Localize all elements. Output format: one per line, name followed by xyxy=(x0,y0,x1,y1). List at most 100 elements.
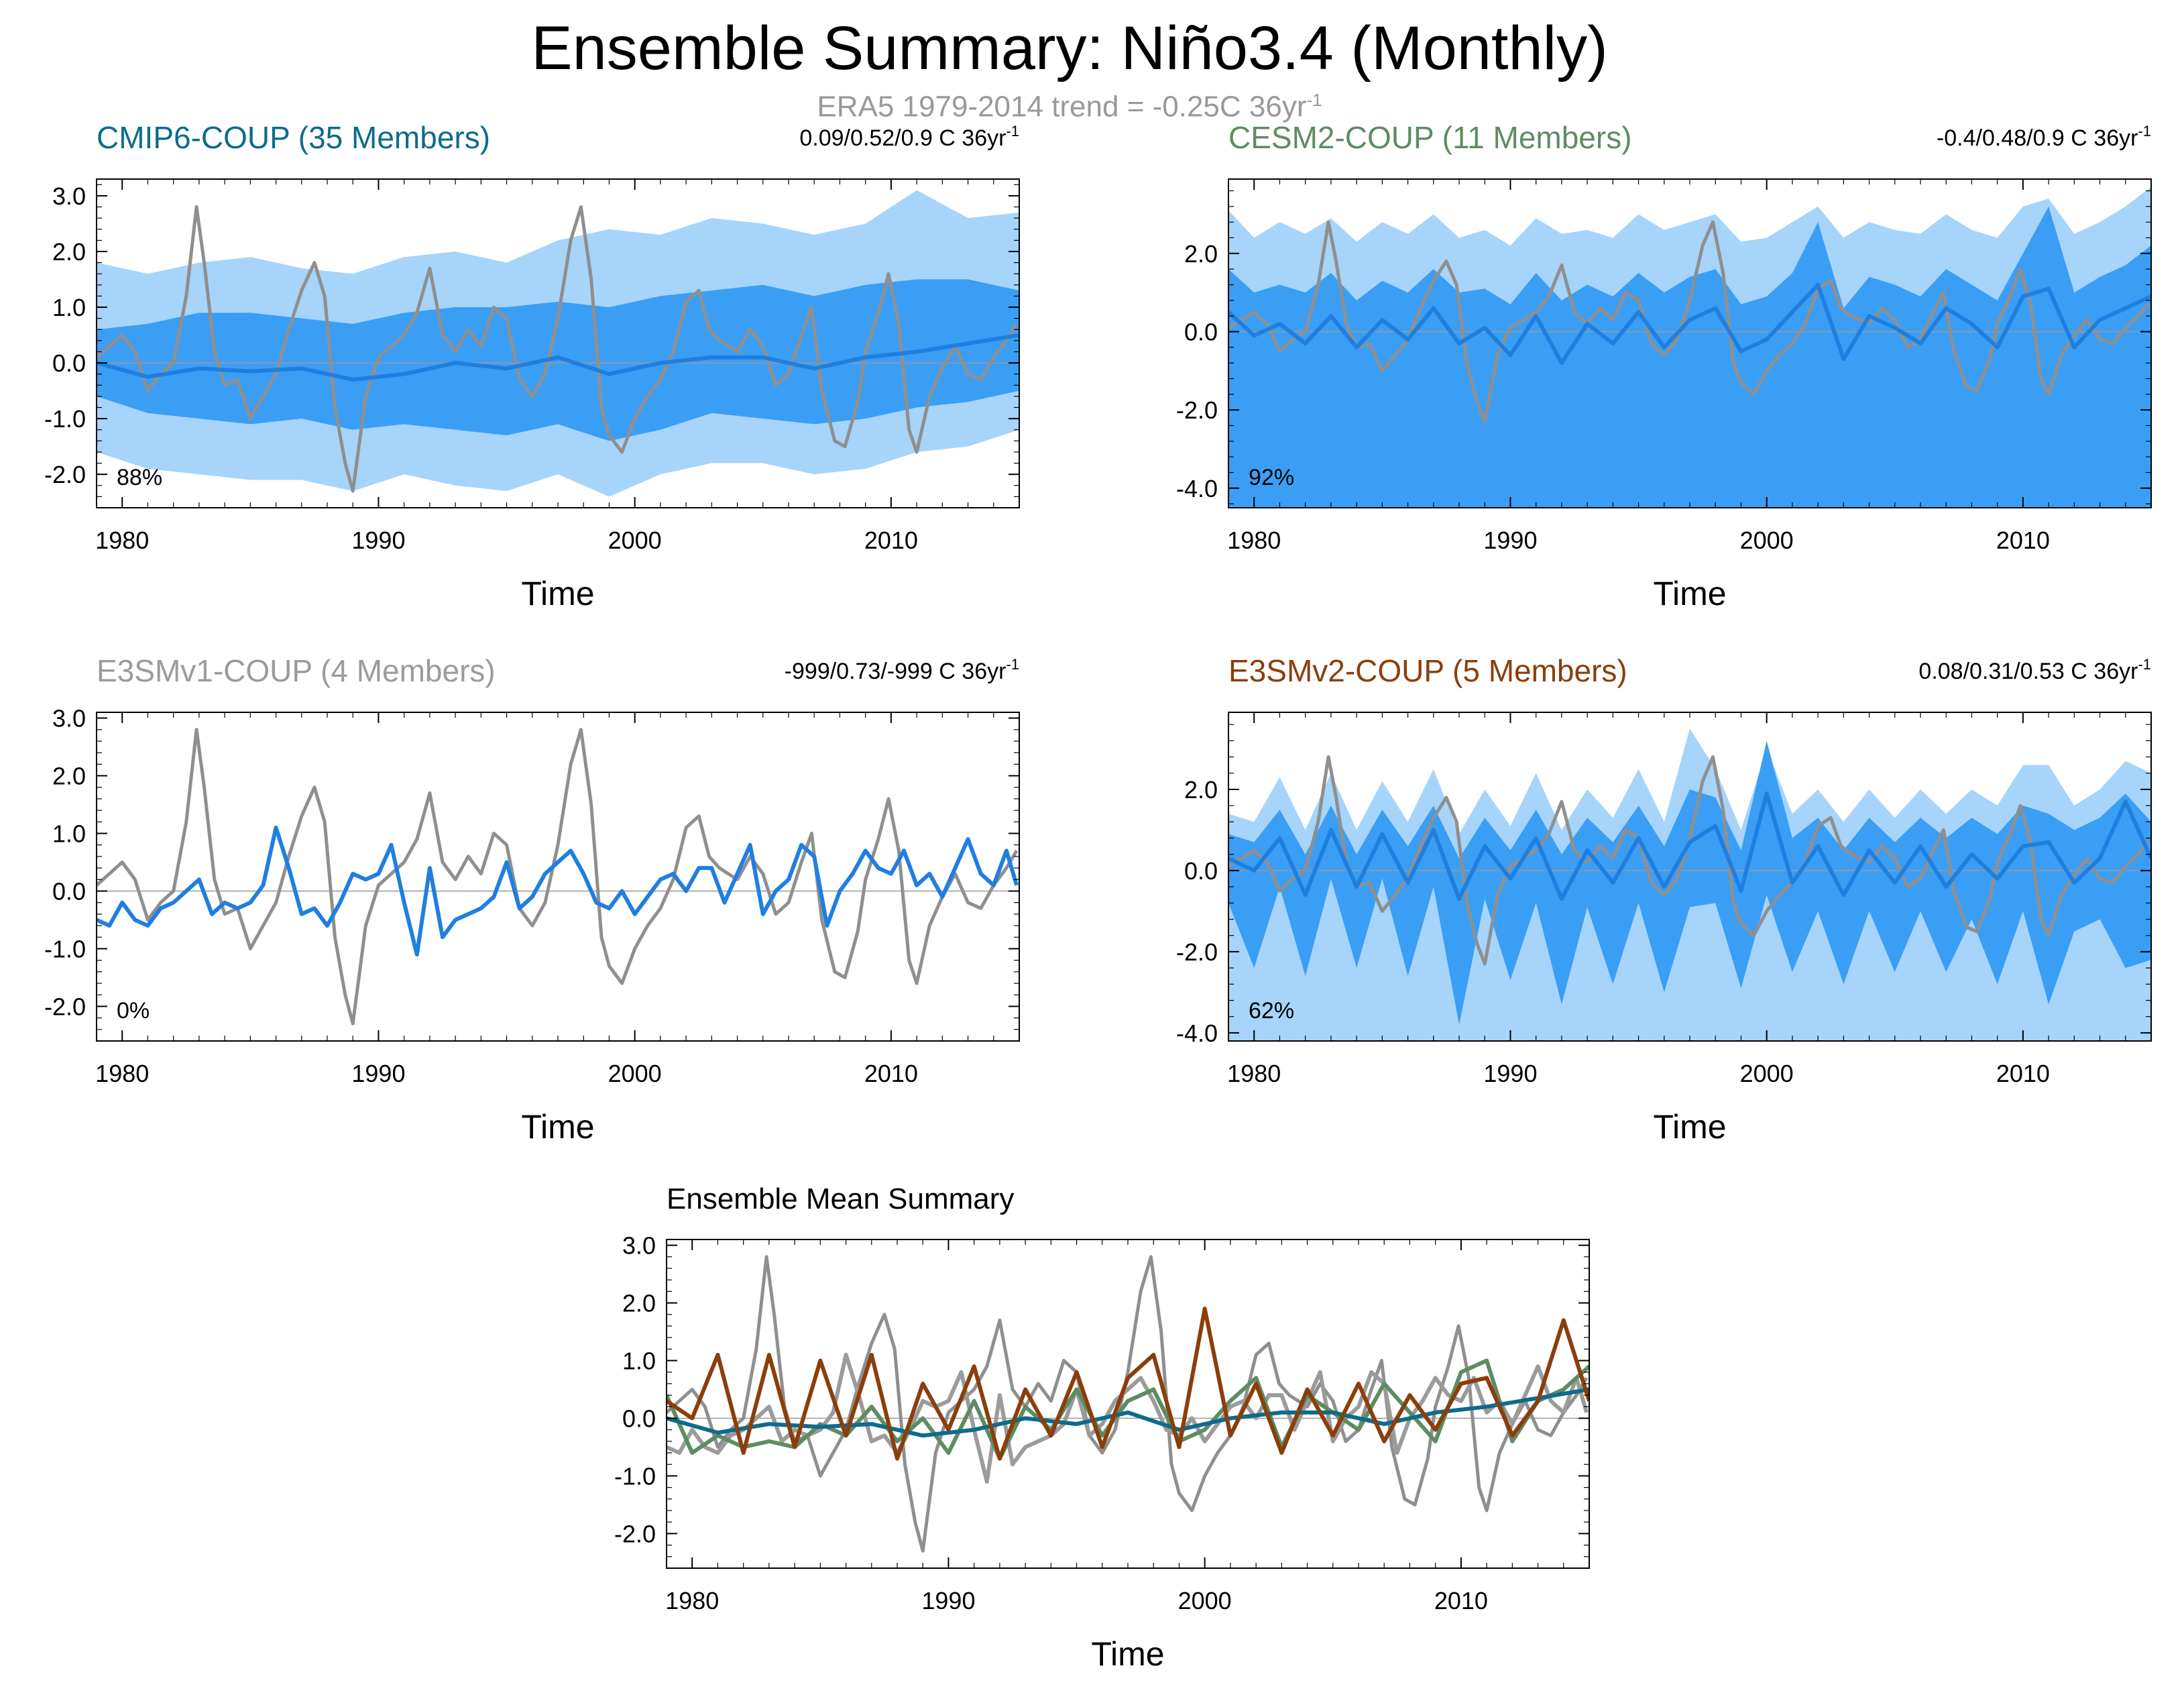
x-axis-label: Time xyxy=(1091,1635,1164,1673)
series-mean xyxy=(1228,282,2151,366)
y-tick-label: -2.0 xyxy=(44,993,86,1020)
panel-title: E3SMv2-COUP (5 Members) xyxy=(1228,653,1627,688)
series-mean xyxy=(97,825,1019,957)
y-tick-label: 1.0 xyxy=(622,1347,656,1375)
y-tick-label: -1.0 xyxy=(44,405,86,433)
panel-title: CESM2-COUP (11 Members) xyxy=(1228,120,1632,155)
x-tick-label: 1980 xyxy=(95,527,149,554)
x-axis-label: Time xyxy=(1653,1108,1726,1146)
plot-area xyxy=(97,728,1019,1026)
plot-area xyxy=(1228,186,2151,508)
trend-label: 0.08/0.31/0.53 C 36yr-1 xyxy=(1918,656,2151,684)
y-tick-label: 3.0 xyxy=(52,182,86,210)
y-tick-label: 3.0 xyxy=(52,705,86,732)
x-tick-label: 1990 xyxy=(1483,527,1537,554)
y-tick-label: -2.0 xyxy=(44,461,86,488)
x-tick-label: 2010 xyxy=(1996,1060,2050,1087)
panel-e3smv1: -2.0 -1.0 0.0 1.0 2.0 3.0 1980 1990 2000 2010 Time… xyxy=(44,653,1020,1146)
trend-label: 0.09/0.52/0.9 C 36yr-1 xyxy=(799,123,1019,151)
band-inner xyxy=(97,279,1019,441)
trend-exponent: -1 xyxy=(2138,656,2151,673)
series-cesm2 xyxy=(667,1358,1589,1461)
x-tick-label: 2010 xyxy=(1996,527,2050,554)
x-tick-label: 2010 xyxy=(864,1060,918,1087)
figure-subtitle: ERA5 1979-2014 trend = -0.25C 36yr-1 xyxy=(0,90,2139,124)
y-tick-label: -4.0 xyxy=(1176,1020,1218,1047)
x-tick-label: 1980 xyxy=(1227,1060,1281,1087)
trend-value: -0.4/0.48/0.9 C 36yr xyxy=(1937,125,2138,151)
y-tick-label: 0.0 xyxy=(622,1405,656,1432)
trend-exponent: -1 xyxy=(2138,123,2151,140)
x-tick-label: 1990 xyxy=(1483,1060,1537,1087)
y-tick-label: 0.0 xyxy=(52,349,86,377)
series-obs xyxy=(97,728,1019,1026)
y-tick-label: 2.0 xyxy=(1184,776,1218,804)
percent-label: 0% xyxy=(117,998,150,1024)
y-tick-label: -4.0 xyxy=(1176,475,1218,502)
x-tick-label: 1990 xyxy=(351,1060,405,1087)
y-tick-label: -2.0 xyxy=(614,1520,656,1547)
y-tick-label: -1.0 xyxy=(44,935,86,962)
band-inner xyxy=(1228,206,2151,508)
x-tick-label: 2010 xyxy=(1434,1587,1488,1614)
x-tick-label: 2000 xyxy=(608,1060,662,1087)
x-tick-label: 1990 xyxy=(351,527,405,554)
x-tick-label: 2000 xyxy=(1178,1587,1232,1614)
series-obs xyxy=(667,1255,1589,1553)
x-tick-label: 1990 xyxy=(921,1587,975,1614)
series-e3smv1 xyxy=(667,1352,1589,1484)
y-tick-label: 2.0 xyxy=(52,238,86,266)
y-tick-label: 2.0 xyxy=(52,763,86,790)
y-tick-label: 3.0 xyxy=(622,1232,656,1260)
trend-value: 0.08/0.31/0.53 C 36yr xyxy=(1918,659,2138,684)
y-tick-label: 1.0 xyxy=(52,294,86,321)
series-mean xyxy=(97,333,1019,382)
x-tick-label: 2000 xyxy=(608,527,662,554)
y-tick-label: 0.0 xyxy=(1184,319,1218,346)
panel-title: E3SMv1-COUP (4 Members) xyxy=(97,653,496,688)
figure-title: Ensemble Summary: Niño3.4 (Monthly) xyxy=(531,14,1608,82)
trend-label: -0.4/0.48/0.9 C 36yr-1 xyxy=(1937,123,2151,151)
trend-exponent: -1 xyxy=(1006,123,1019,140)
percent-label: 88% xyxy=(117,465,162,490)
trend-label: -999/0.73/-999 C 36yr-1 xyxy=(785,656,1019,684)
plot-frame xyxy=(96,712,1020,1042)
panel-summary: -2.0 -1.0 0.0 1.0 2.0 3.0 1980 1990 2000 2010 Time… xyxy=(614,1182,1590,1673)
plot-area xyxy=(97,190,1019,497)
panel-cesm2: -4.0 -2.0 0.0 2.0 1980 1990 2000 2010 Time CESM2-… xyxy=(1176,120,2152,612)
panel-title: Ensemble Mean Summary xyxy=(667,1182,1014,1215)
x-tick-label: 1980 xyxy=(95,1060,149,1087)
series-obs xyxy=(97,205,1019,493)
plot-area xyxy=(1228,728,2151,1041)
y-tick-label: 0.0 xyxy=(1184,857,1218,885)
x-axis-label: Time xyxy=(521,575,594,612)
x-tick-label: 2000 xyxy=(1740,527,1794,554)
series-e3smv2 xyxy=(667,1307,1589,1461)
percent-label: 62% xyxy=(1249,998,1294,1024)
x-tick-label: 2000 xyxy=(1740,1060,1794,1087)
subtitle-exponent: -1 xyxy=(1306,90,1322,110)
series-obs xyxy=(1228,220,2150,424)
percent-label: 92% xyxy=(1249,465,1294,490)
x-axis-label: Time xyxy=(521,1108,594,1146)
y-tick-label: -2.0 xyxy=(1176,396,1218,424)
x-axis-label: Time xyxy=(1653,575,1726,612)
series-obs xyxy=(1228,755,2150,966)
y-tick-label: 0.0 xyxy=(52,877,86,905)
y-tick-label: -1.0 xyxy=(614,1462,656,1490)
plot-area xyxy=(667,1255,1589,1553)
band-inner xyxy=(1228,740,2151,1025)
series-mean xyxy=(1228,791,2151,901)
trend-exponent: -1 xyxy=(1006,656,1019,673)
y-tick-label: -2.0 xyxy=(1176,938,1218,966)
x-tick-label: 1980 xyxy=(665,1587,719,1614)
x-tick-label: 2010 xyxy=(864,527,918,554)
panel-title: CMIP6-COUP (35 Members) xyxy=(97,120,490,155)
panel-e3smv2: -4.0 -2.0 0.0 2.0 1980 1990 2000 2010 Time E3SMv2… xyxy=(1176,653,2152,1146)
y-tick-label: 2.0 xyxy=(1184,240,1218,268)
series-cmip6 xyxy=(667,1387,1589,1438)
x-tick-label: 1980 xyxy=(1227,527,1281,554)
trend-value: -999/0.73/-999 C 36yr xyxy=(785,659,1007,684)
panel-cmip6: -2.0 -1.0 0.0 1.0 2.0 3.0 1980 1990 2000 2010 Time… xyxy=(44,120,1020,612)
